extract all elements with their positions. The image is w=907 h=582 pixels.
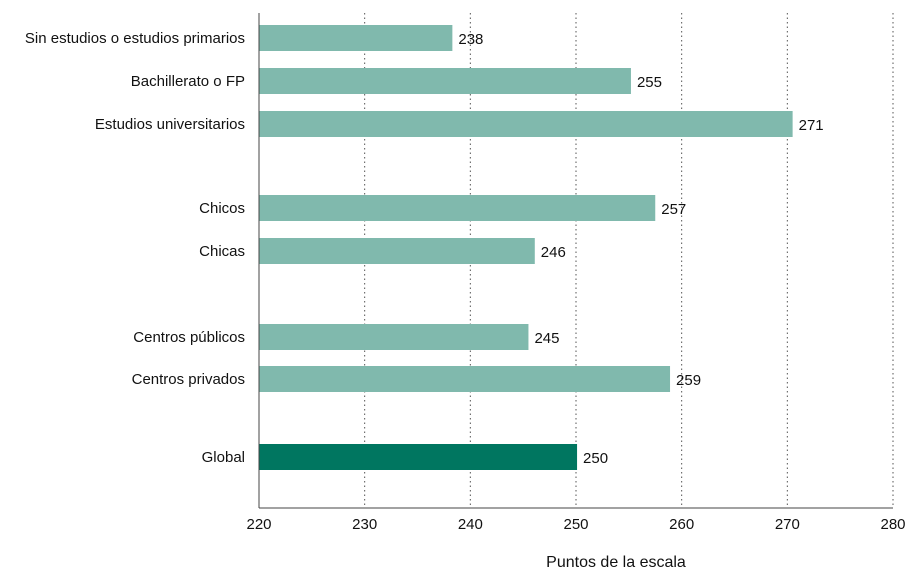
category-label: Bachillerato o FP bbox=[131, 73, 245, 90]
bar bbox=[259, 68, 631, 94]
bar bbox=[259, 238, 535, 264]
bar bbox=[259, 111, 793, 137]
category-label: Global bbox=[202, 449, 245, 466]
value-label: 257 bbox=[661, 201, 686, 218]
x-tick-label: 230 bbox=[352, 516, 377, 533]
value-label: 271 bbox=[799, 117, 824, 134]
x-tick-label: 270 bbox=[775, 516, 800, 533]
category-label: Estudios universitarios bbox=[95, 116, 245, 133]
category-label: Sin estudios o estudios primarios bbox=[25, 30, 245, 47]
x-tick-label: 240 bbox=[458, 516, 483, 533]
bar bbox=[259, 366, 671, 392]
value-label: 259 bbox=[676, 372, 701, 389]
value-label: 246 bbox=[541, 244, 566, 261]
category-label: Chicos bbox=[199, 200, 245, 217]
value-label: 245 bbox=[534, 330, 559, 347]
category-label: Chicas bbox=[199, 243, 245, 260]
x-tick-label: 220 bbox=[246, 516, 271, 533]
bar bbox=[259, 444, 578, 470]
value-label: 255 bbox=[637, 74, 662, 91]
bars bbox=[259, 25, 793, 470]
category-label: Centros privados bbox=[132, 371, 245, 388]
value-label: 238 bbox=[458, 31, 483, 48]
bar bbox=[259, 25, 453, 51]
x-tick-label: 280 bbox=[880, 516, 905, 533]
x-tick-label: 250 bbox=[563, 516, 588, 533]
x-axis-ticks: 220 230 240 250 260 270 280 bbox=[246, 516, 905, 533]
bar bbox=[259, 195, 656, 221]
category-label: Centros públicos bbox=[133, 329, 245, 346]
x-axis-title: Puntos de la escala bbox=[546, 554, 686, 571]
x-tick-label: 260 bbox=[669, 516, 694, 533]
labels: Sin estudios o estudios primarios 238 Bach… bbox=[25, 30, 824, 467]
bar bbox=[259, 324, 529, 350]
value-label: 250 bbox=[583, 450, 608, 467]
